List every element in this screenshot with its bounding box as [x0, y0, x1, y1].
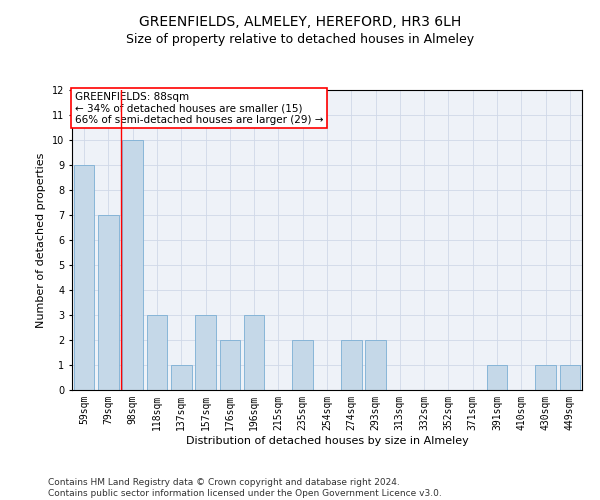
Text: GREENFIELDS, ALMELEY, HEREFORD, HR3 6LH: GREENFIELDS, ALMELEY, HEREFORD, HR3 6LH: [139, 15, 461, 29]
Bar: [146, 315, 167, 390]
X-axis label: Distribution of detached houses by size in Almeley: Distribution of detached houses by size …: [185, 436, 469, 446]
Text: GREENFIELDS: 88sqm
← 34% of detached houses are smaller (15)
66% of semi-detache: GREENFIELDS: 88sqm ← 34% of detached hou…: [74, 92, 323, 124]
Bar: [535, 365, 556, 390]
Bar: [74, 165, 94, 390]
Bar: [244, 315, 265, 390]
Y-axis label: Number of detached properties: Number of detached properties: [37, 152, 46, 328]
Bar: [292, 340, 313, 390]
Bar: [195, 315, 216, 390]
Bar: [560, 365, 580, 390]
Bar: [98, 215, 119, 390]
Bar: [122, 140, 143, 390]
Bar: [341, 340, 362, 390]
Text: Size of property relative to detached houses in Almeley: Size of property relative to detached ho…: [126, 32, 474, 46]
Text: Contains HM Land Registry data © Crown copyright and database right 2024.
Contai: Contains HM Land Registry data © Crown c…: [48, 478, 442, 498]
Bar: [487, 365, 508, 390]
Bar: [365, 340, 386, 390]
Bar: [220, 340, 240, 390]
Bar: [171, 365, 191, 390]
